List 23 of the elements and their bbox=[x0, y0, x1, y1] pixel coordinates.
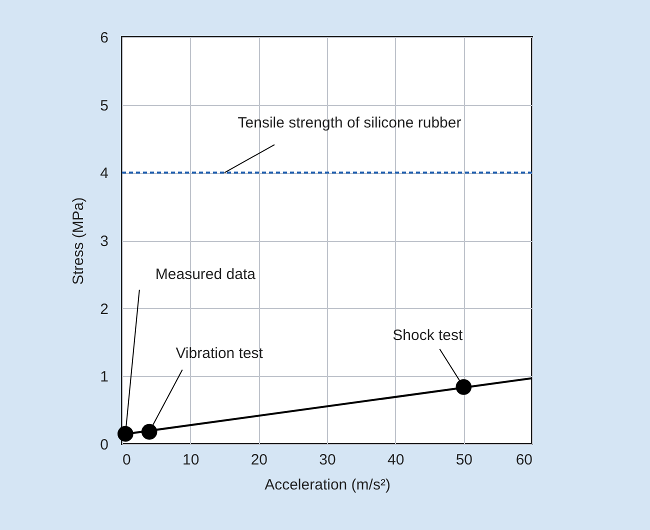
y-tick-label: 3 bbox=[100, 233, 108, 250]
annotation: Shock test bbox=[392, 327, 464, 344]
y-tick-label: 5 bbox=[100, 97, 108, 114]
x-tick-label: 10 bbox=[182, 452, 200, 468]
x-tick-label: 30 bbox=[319, 452, 336, 468]
y-tick-label: 4 bbox=[100, 165, 108, 182]
annotation: Vibration test bbox=[176, 344, 264, 362]
y-tick-label: 6 bbox=[100, 30, 108, 46]
point bbox=[456, 379, 472, 395]
x-axis-title: Acceleration (m/s²) bbox=[264, 476, 390, 494]
x-tick-label: 40 bbox=[387, 452, 404, 468]
x-tick-label: 50 bbox=[456, 452, 473, 468]
y-tick-label: 1 bbox=[100, 368, 108, 386]
x-tick-label: 0 bbox=[122, 452, 131, 468]
x-tick-label: 20 bbox=[250, 452, 268, 468]
y-tick-label: 0 bbox=[100, 436, 108, 454]
y-axis-title: Stress (MPa) bbox=[70, 197, 88, 285]
x-tick-label: 60 bbox=[516, 452, 532, 468]
point bbox=[141, 424, 158, 440]
y-tick-label: 2 bbox=[100, 300, 108, 318]
point bbox=[118, 426, 134, 442]
ref-line-label: Tensile strength of silicone rubber bbox=[238, 114, 462, 132]
annotation: Measured data bbox=[155, 266, 256, 283]
